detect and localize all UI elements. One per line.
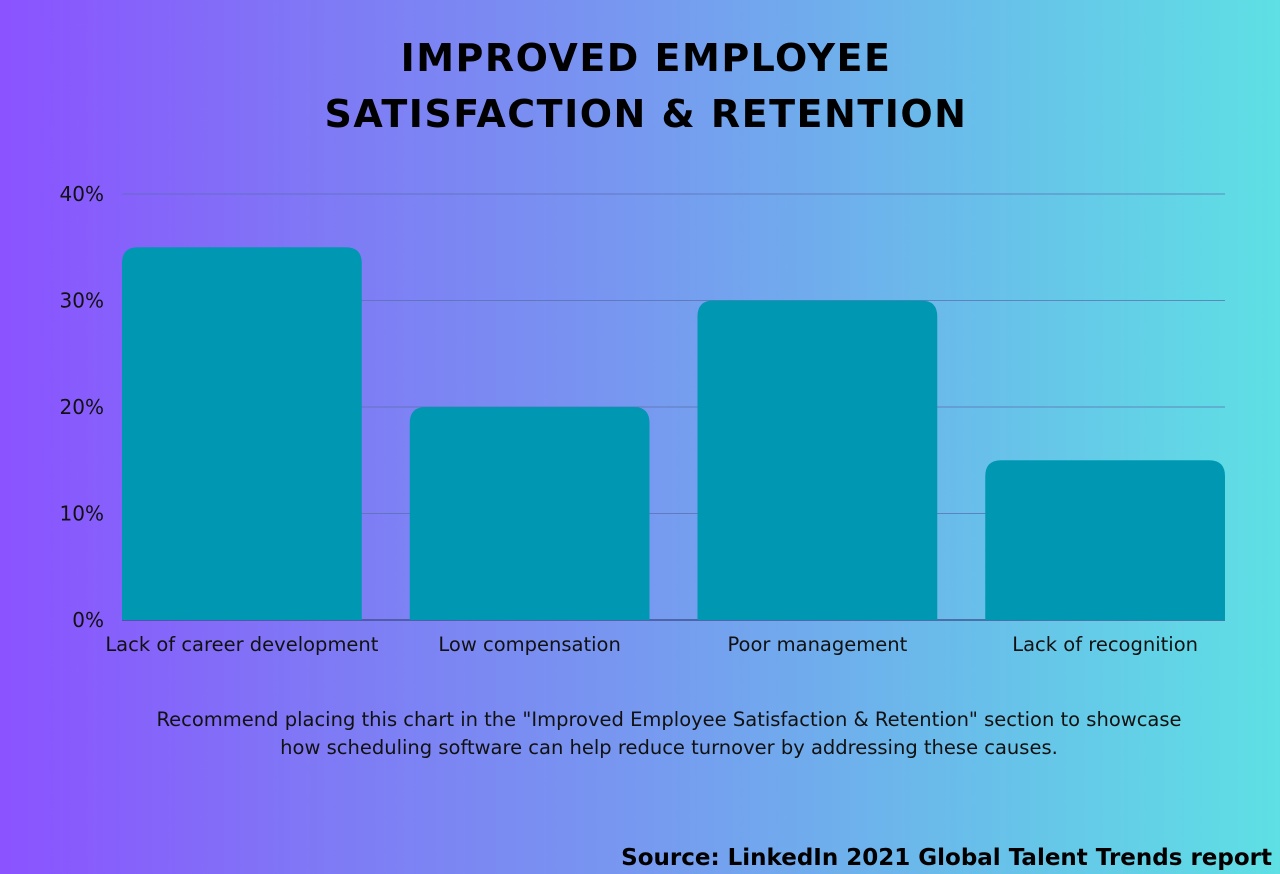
bar (985, 460, 1225, 620)
x-axis-labels: Lack of career development Low compensati… (105, 633, 1198, 656)
y-tick-label: 30% (60, 289, 104, 313)
y-tick-label: 20% (60, 395, 104, 419)
source-citation: Source: LinkedIn 2021 Global Talent Tren… (621, 845, 1272, 871)
x-category-label: Poor management (727, 633, 907, 656)
y-axis-ticks: 0% 10% 20% 30% 40% (60, 182, 104, 632)
x-category-label: Lack of career development (105, 633, 378, 656)
bar (697, 300, 938, 620)
bar (409, 407, 650, 620)
chart-title-line-1: IMPROVED EMPLOYEE (400, 36, 892, 80)
chart-title: IMPROVED EMPLOYEE SATISFACTION & RETENTI… (0, 30, 1280, 142)
y-tick-label: 10% (60, 502, 104, 526)
bar (122, 247, 362, 620)
chart-note: Recommend placing this chart in the "Imp… (156, 708, 1182, 759)
chart-title-line-2: SATISFACTION & RETENTION (324, 92, 968, 136)
x-category-label: Lack of recognition (1012, 633, 1198, 656)
x-category-label: Low compensation (438, 633, 620, 656)
bars (122, 247, 1225, 620)
y-tick-label: 0% (72, 608, 104, 632)
y-tick-label: 40% (60, 182, 104, 206)
